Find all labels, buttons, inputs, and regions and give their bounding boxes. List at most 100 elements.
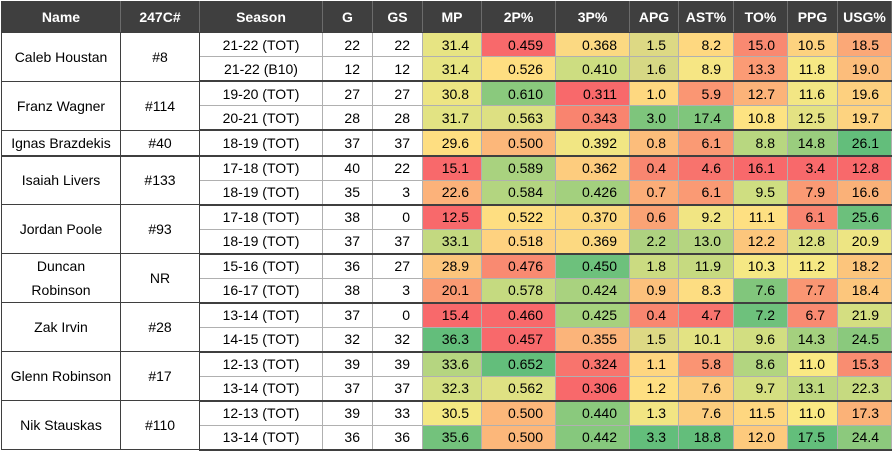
ppg-cell: 14.8 [787, 129, 838, 157]
header-ppg[interactable]: PPG [787, 1, 838, 33]
usg-pct-cell: 21.9 [837, 302, 892, 328]
ast-pct-cell: 8.3 [678, 277, 734, 304]
to-pct-cell: 13.3 [733, 56, 788, 82]
games-started-cell: 39 [372, 351, 423, 377]
to-pct-cell: 10.3 [733, 253, 788, 279]
to-pct-cell: 10.8 [733, 105, 788, 131]
usg-pct-cell: 18.2 [837, 253, 892, 279]
games-cell: 37 [322, 302, 373, 328]
usg-pct-cell: 25.6 [837, 204, 892, 230]
ast-pct-cell: 6.1 [678, 129, 734, 157]
table-row: Isaiah Livers #133 17-18 (TOT) 40 22 15.1 0.58… [1, 155, 892, 205]
to-pct-cell: 12.7 [733, 80, 788, 106]
season-cell: 17-18 (TOT) [199, 204, 323, 230]
two-point-pct-cell: 0.500 [481, 424, 556, 451]
two-point-pct-cell: 0.563 [481, 105, 556, 131]
ast-pct-cell: 18.8 [678, 424, 734, 451]
header-usg[interactable]: USG% [837, 1, 892, 33]
two-point-pct-cell: 0.459 [481, 32, 556, 57]
ppg-cell: 11.6 [787, 80, 838, 106]
header-season[interactable]: Season [199, 1, 323, 33]
header-ast[interactable]: AST% [678, 1, 734, 33]
three-point-pct-cell: 0.440 [555, 400, 630, 426]
table-row: Duncan Robinson NR 15-16 (TOT) 36 27 28.9 0.47… [1, 253, 892, 303]
two-point-pct-cell: 0.578 [481, 277, 556, 304]
ppg-cell: 10.5 [787, 32, 838, 57]
season-cell: 14-15 (TOT) [199, 326, 323, 353]
usg-pct-cell: 24.4 [837, 424, 892, 451]
games-started-cell: 33 [372, 400, 423, 426]
two-point-pct-cell: 0.526 [481, 56, 556, 82]
apg-cell: 1.2 [629, 375, 679, 402]
header-rank[interactable]: 247C# [120, 1, 200, 33]
ppg-cell: 7.9 [787, 179, 838, 206]
apg-cell: 1.5 [629, 326, 679, 353]
table-row: Franz Wagner #114 19-20 (TOT) 27 27 30.8 0.610… [1, 80, 892, 131]
ast-pct-cell: 6.1 [678, 179, 734, 206]
three-point-pct-cell: 0.368 [555, 32, 630, 57]
mp-cell: 32.3 [422, 375, 482, 402]
rank-cell: #110 [120, 400, 200, 450]
games-started-cell: 12 [372, 56, 423, 82]
apg-cell: 1.8 [629, 253, 679, 279]
games-started-cell: 37 [372, 129, 423, 157]
apg-cell: 3.0 [629, 105, 679, 131]
to-pct-cell: 12.2 [733, 228, 788, 255]
games-started-cell: 27 [372, 253, 423, 279]
two-point-pct-cell: 0.562 [481, 375, 556, 402]
mp-cell: 33.6 [422, 351, 482, 377]
header-g[interactable]: G [322, 1, 373, 33]
header-to[interactable]: TO% [733, 1, 788, 33]
ast-pct-cell: 4.6 [678, 155, 734, 181]
to-pct-cell: 11.1 [733, 204, 788, 230]
player-name-cell: Isaiah Livers [1, 155, 121, 205]
games-started-cell: 3 [372, 179, 423, 206]
season-cell: 21-22 (B10) [199, 56, 323, 82]
season-cell: 21-22 (TOT) [199, 32, 323, 57]
season-cell: 20-21 (TOT) [199, 105, 323, 131]
table-row: 13-14 (TOT) 36 36 35.6 0.500 0.442 3.3 18.8 12.0… [2, 424, 892, 451]
ast-pct-cell: 9.2 [678, 204, 734, 230]
games-cell: 32 [322, 326, 373, 353]
three-point-pct-cell: 0.369 [555, 228, 630, 255]
mp-cell: 12.5 [422, 204, 482, 230]
three-point-pct-cell: 0.392 [555, 129, 630, 157]
mp-cell: 31.4 [422, 56, 482, 82]
table-row: Ignas Brazdekis #40 18-19 (TOT) 37 37 29.6 0.5… [1, 129, 892, 157]
games-cell: 40 [322, 155, 373, 181]
games-started-cell: 3 [372, 277, 423, 304]
two-point-pct-cell: 0.460 [481, 302, 556, 328]
header-mp[interactable]: MP [422, 1, 482, 33]
games-started-cell: 22 [372, 155, 423, 181]
three-point-pct-cell: 0.424 [555, 277, 630, 304]
table-row: Zak Irvin #28 13-14 (TOT) 37 0 15.4 0.460 0.425… [1, 302, 892, 352]
rank-cell: #28 [120, 302, 200, 352]
apg-cell: 1.0 [629, 80, 679, 106]
usg-pct-cell: 18.5 [837, 32, 892, 57]
to-pct-cell: 8.8 [733, 129, 788, 157]
season-cell: 13-14 (TOT) [199, 375, 323, 402]
header-3p[interactable]: 3P% [555, 1, 630, 33]
header-apg[interactable]: APG [629, 1, 679, 33]
usg-pct-cell: 20.9 [837, 228, 892, 255]
ast-pct-cell: 7.6 [678, 375, 734, 402]
games-started-cell: 36 [372, 424, 423, 451]
ppg-cell: 12.5 [787, 105, 838, 131]
header-2p[interactable]: 2P% [481, 1, 556, 33]
to-pct-cell: 11.5 [733, 400, 788, 426]
rank-cell: #40 [120, 129, 200, 157]
ppg-cell: 11.2 [787, 253, 838, 279]
header-gs[interactable]: GS [372, 1, 423, 33]
rank-cell: #17 [120, 351, 200, 401]
season-cell: 15-16 (TOT) [199, 253, 323, 279]
mp-cell: 20.1 [422, 277, 482, 304]
games-cell: 28 [322, 105, 373, 131]
usg-pct-cell: 24.5 [837, 326, 892, 353]
rank-cell: #93 [120, 204, 200, 254]
ppg-cell: 12.8 [787, 228, 838, 255]
season-cell: 17-18 (TOT) [199, 155, 323, 181]
header-name[interactable]: Name [1, 1, 121, 33]
two-point-pct-cell: 0.522 [481, 204, 556, 230]
season-cell: 18-19 (TOT) [199, 129, 323, 157]
